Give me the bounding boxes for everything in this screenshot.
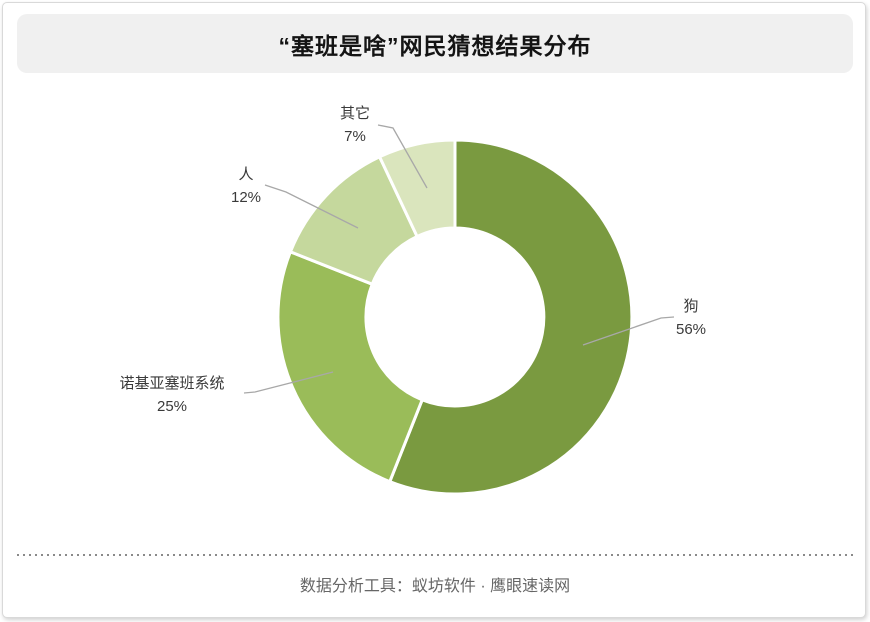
slice-name: 狗	[683, 298, 699, 315]
footer-text: 数据分析工具：蚁坊软件 · 鹰眼速读网	[299, 578, 571, 595]
slice-percent: 12%	[230, 189, 262, 206]
slice-label-nokia-symbian: 诺基亚塞班系统 25%	[119, 372, 224, 418]
slice-percent: 56%	[675, 321, 707, 338]
slice-percent: 7%	[344, 128, 366, 145]
slice-name: 人	[238, 166, 254, 183]
leader-line-0	[582, 316, 675, 346]
slice-label-person: 人 12%	[231, 163, 261, 209]
slice-name: 诺基亚塞班系统	[119, 375, 225, 392]
slice-label-other: 其它 7%	[340, 102, 370, 148]
chart-title: “塞班是啥”网民猜想结果分布	[278, 32, 592, 59]
slice-name: 其它	[339, 105, 371, 122]
leader-line-3	[377, 124, 428, 189]
dotted-divider	[17, 554, 855, 556]
chart-title-bar: “塞班是啥”网民猜想结果分布	[17, 14, 853, 73]
slice-label-dog: 狗 56%	[676, 295, 706, 341]
pie-slice-0	[388, 138, 634, 496]
leader-line-1	[243, 371, 334, 394]
pie-slice-1	[276, 250, 424, 484]
leader-line-2	[264, 184, 359, 229]
slice-percent: 25%	[156, 398, 188, 415]
pie-slice-3	[378, 138, 457, 238]
footer-source-note: 数据分析工具：蚁坊软件 · 鹰眼速读网	[0, 577, 870, 597]
